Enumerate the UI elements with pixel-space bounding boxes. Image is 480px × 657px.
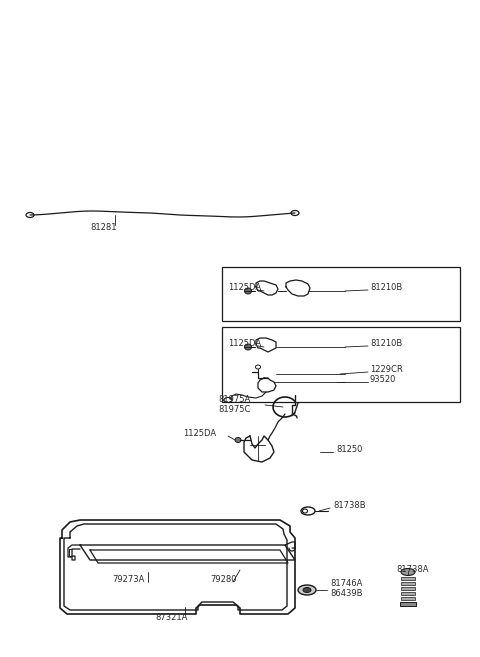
Text: 81746A: 81746A [330,579,362,589]
Text: 81250: 81250 [336,445,362,453]
Text: 1125DA: 1125DA [183,430,216,438]
Text: 93520: 93520 [370,374,396,384]
Ellipse shape [401,568,415,576]
Text: 81210B: 81210B [370,283,402,292]
Text: 81281: 81281 [90,223,117,233]
Text: 86439B: 86439B [330,589,362,597]
Ellipse shape [244,344,252,350]
Ellipse shape [303,587,311,593]
Text: 81210B: 81210B [370,338,402,348]
Text: 79273A: 79273A [112,574,144,583]
Ellipse shape [244,288,252,294]
Text: 81975A: 81975A [218,396,250,405]
Bar [400,602,416,606]
Bar [222,267,460,321]
Text: 1125DA: 1125DA [228,283,261,292]
Text: 1229CR: 1229CR [370,365,403,373]
Text: 81975C: 81975C [218,405,251,413]
Bar [401,577,415,580]
Text: 81738B: 81738B [333,501,366,509]
Bar [222,327,460,402]
Ellipse shape [298,585,316,595]
Text: 79280: 79280 [210,574,237,583]
Ellipse shape [235,438,241,443]
Bar [401,592,415,595]
Bar [401,587,415,590]
Text: 1125DA: 1125DA [228,338,261,348]
Text: 81738A: 81738A [396,566,429,574]
Bar [401,582,415,585]
Text: 87321A: 87321A [155,612,187,622]
Bar [401,597,415,600]
